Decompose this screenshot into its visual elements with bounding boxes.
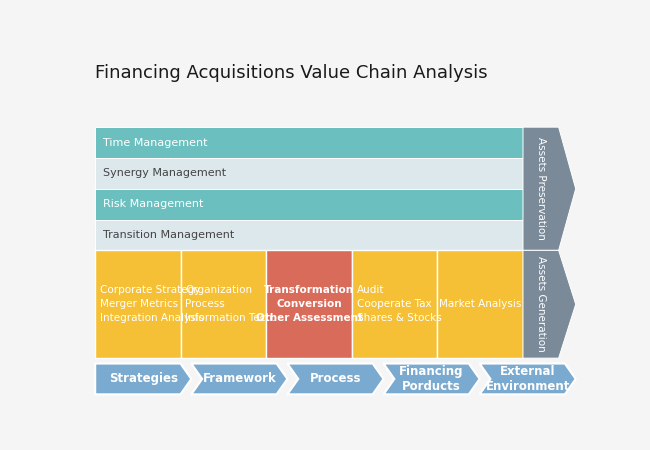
Text: Organization: Organization xyxy=(185,285,253,295)
Polygon shape xyxy=(523,127,576,250)
Text: Strategies: Strategies xyxy=(109,373,177,386)
Polygon shape xyxy=(437,250,523,358)
Polygon shape xyxy=(95,158,523,189)
Text: Information Tech.: Information Tech. xyxy=(185,313,276,323)
Polygon shape xyxy=(95,127,523,158)
Text: Process: Process xyxy=(309,373,361,386)
Text: Time Management: Time Management xyxy=(103,138,207,148)
Text: Financing Acquisitions Value Chain Analysis: Financing Acquisitions Value Chain Analy… xyxy=(95,64,487,82)
Text: Other Assessment: Other Assessment xyxy=(255,313,363,323)
Text: Cooperate Tax: Cooperate Tax xyxy=(357,299,431,309)
Polygon shape xyxy=(95,364,191,394)
Text: Merger Metrics: Merger Metrics xyxy=(100,299,178,309)
Polygon shape xyxy=(480,364,576,394)
Text: Risk Management: Risk Management xyxy=(103,199,203,209)
Polygon shape xyxy=(95,189,523,220)
Polygon shape xyxy=(523,250,576,358)
Text: Audit: Audit xyxy=(357,285,384,295)
Text: Corporate Strategy: Corporate Strategy xyxy=(100,285,200,295)
Text: Conversion: Conversion xyxy=(276,299,342,309)
Text: External
Environment: External Environment xyxy=(486,365,570,393)
Text: Shares & Stocks: Shares & Stocks xyxy=(357,313,441,323)
Polygon shape xyxy=(352,250,437,358)
Text: Financing
Porducts: Financing Porducts xyxy=(399,365,464,393)
Text: Market Analysis: Market Analysis xyxy=(439,299,521,309)
Polygon shape xyxy=(191,364,287,394)
Polygon shape xyxy=(95,250,181,358)
Text: Framework: Framework xyxy=(203,373,276,386)
Text: Assets Generation: Assets Generation xyxy=(536,256,546,352)
Polygon shape xyxy=(181,250,266,358)
Text: Synergy Management: Synergy Management xyxy=(103,168,226,178)
Text: Integration Analysis: Integration Analysis xyxy=(100,313,204,323)
Polygon shape xyxy=(287,364,384,394)
Polygon shape xyxy=(95,220,523,250)
Text: Process: Process xyxy=(185,299,225,309)
Text: Assets Preservation: Assets Preservation xyxy=(536,137,546,240)
Polygon shape xyxy=(266,250,352,358)
Text: Transition Management: Transition Management xyxy=(103,230,234,240)
Polygon shape xyxy=(384,364,480,394)
Text: Transformation: Transformation xyxy=(264,285,354,295)
